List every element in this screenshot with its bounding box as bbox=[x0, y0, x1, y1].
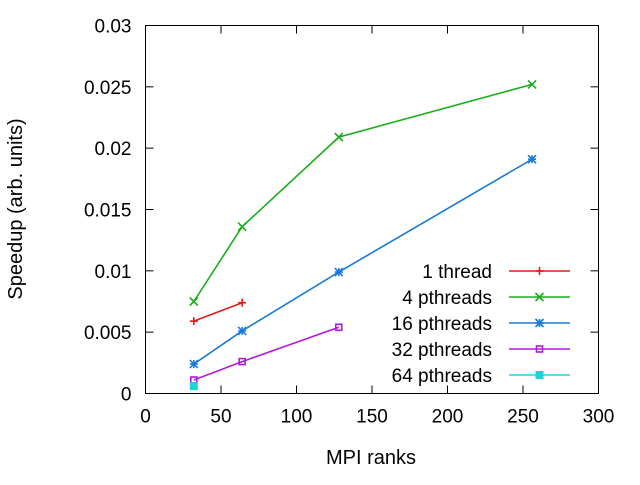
y-tick-label: 0.03 bbox=[95, 17, 132, 38]
data-point bbox=[189, 296, 199, 307]
y-axis-title: Speedup (arb. units) bbox=[5, 118, 27, 299]
series-line bbox=[193, 158, 533, 365]
series-line bbox=[193, 83, 533, 302]
series-1-thread bbox=[189, 298, 247, 326]
y-tick-label: 0 bbox=[121, 385, 132, 406]
data-point bbox=[237, 222, 247, 232]
legend: 1 thread 4 pthreads 16 pthreads 32 pthreads… bbox=[392, 262, 570, 387]
legend-marker bbox=[535, 267, 544, 275]
legend-marker bbox=[535, 345, 544, 353]
legend-label: 16 pthreads bbox=[392, 314, 492, 335]
data-point bbox=[334, 323, 343, 332]
y-tick-label: 0.01 bbox=[95, 262, 132, 283]
data-point bbox=[237, 326, 247, 336]
legend-label: 1 thread bbox=[422, 262, 492, 283]
x-tick-label: 250 bbox=[507, 407, 539, 428]
data-point bbox=[189, 359, 199, 369]
series bbox=[189, 79, 537, 391]
data-point bbox=[238, 357, 246, 366]
legend-label: 32 pthreads bbox=[392, 340, 492, 361]
x-tick-label: 150 bbox=[356, 407, 388, 428]
series-4-pthreads bbox=[189, 79, 537, 307]
x-tick-label: 300 bbox=[583, 407, 615, 428]
legend-marker bbox=[534, 318, 545, 328]
y-tick-label: 0.005 bbox=[84, 323, 132, 344]
y-tick-label: 0.015 bbox=[84, 201, 132, 222]
legend-label: 4 pthreads bbox=[402, 288, 492, 309]
legend-marker bbox=[535, 371, 544, 379]
y-tick-label: 0.02 bbox=[95, 139, 132, 160]
plot-frame bbox=[145, 25, 599, 394]
x-tick-label: 0 bbox=[140, 407, 151, 428]
data-point bbox=[334, 132, 344, 142]
data-point bbox=[527, 79, 537, 89]
legend-marker bbox=[534, 292, 545, 302]
data-point bbox=[189, 382, 198, 391]
x-tick-label: 200 bbox=[432, 407, 464, 428]
series-64-pthreads bbox=[189, 382, 198, 391]
data-point bbox=[238, 298, 247, 307]
ticks: 0 50 100 150 200 250 300 0 0.005 0.01 0.015 0.02 0.0… bbox=[84, 17, 614, 428]
x-axis-title: MPI ranks bbox=[326, 447, 416, 469]
data-point bbox=[527, 154, 537, 164]
x-tick-label: 100 bbox=[281, 407, 313, 428]
legend-label: 64 pthreads bbox=[392, 366, 492, 387]
series-line bbox=[193, 301, 243, 322]
series-16-pthreads bbox=[189, 154, 537, 369]
x-tick-label: 50 bbox=[210, 407, 231, 428]
data-point bbox=[189, 317, 198, 326]
data-point bbox=[334, 267, 344, 277]
series-line bbox=[193, 326, 340, 381]
y-tick-label: 0.025 bbox=[84, 78, 132, 99]
series-32-pthreads bbox=[190, 323, 343, 384]
